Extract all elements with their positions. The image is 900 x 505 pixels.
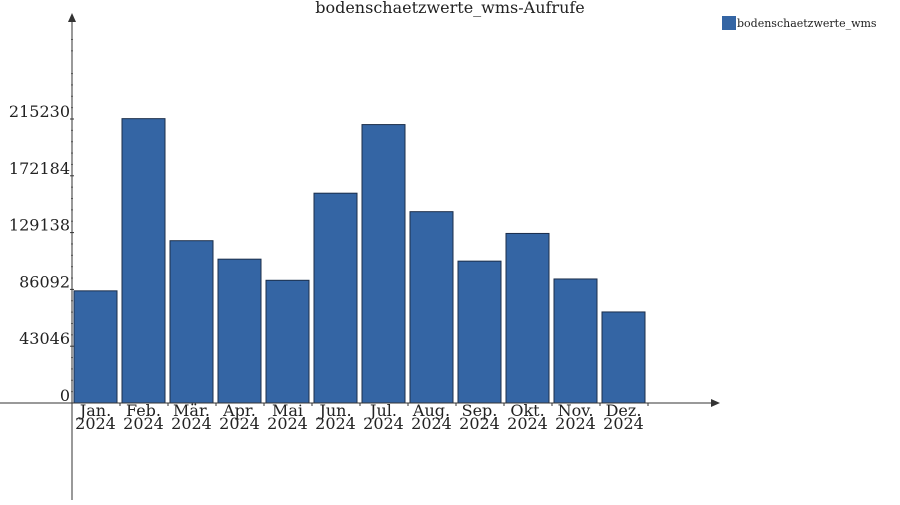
x-tick-label-month-7: Aug. bbox=[412, 401, 450, 420]
x-tick-label-month-11: Dez. bbox=[606, 401, 642, 420]
y-axis-arrow bbox=[68, 13, 76, 22]
x-tick-label-month-5: Jun. bbox=[317, 401, 351, 420]
x-tick-label-month-1: Feb. bbox=[126, 401, 161, 420]
x-tick-label-year-2: 2024 bbox=[171, 414, 212, 433]
y-tick-label-1: 43046 bbox=[19, 329, 70, 348]
x-tick-label-month-2: Mär. bbox=[173, 401, 210, 420]
y-tick-label-5: 215230 bbox=[9, 102, 70, 121]
x-tick-label-year-7: 2024 bbox=[411, 414, 452, 433]
bar-7 bbox=[409, 211, 454, 404]
bar-4 bbox=[265, 279, 310, 404]
x-tick-label-month-4: Mai bbox=[272, 401, 303, 420]
bar-5 bbox=[313, 192, 358, 404]
x-tick-label-month-3: Apr. bbox=[222, 401, 256, 420]
x-axis-ticks: Jan.2024Feb.2024Mär.2024Apr.2024Mai2024J… bbox=[71, 401, 649, 433]
x-tick-label-year-1: 2024 bbox=[123, 414, 164, 433]
x-axis-arrow bbox=[711, 399, 720, 407]
bar-8 bbox=[457, 260, 502, 404]
x-tick-label-year-11: 2024 bbox=[603, 414, 644, 433]
legend: bodenschaetzwerte_wms bbox=[722, 16, 877, 30]
x-tick-label-month-0: Jan. bbox=[78, 401, 111, 420]
bar-9 bbox=[505, 232, 550, 404]
bar-6 bbox=[361, 124, 406, 404]
x-tick-label-month-8: Sep. bbox=[462, 401, 498, 420]
x-tick-label-month-6: Jul. bbox=[368, 401, 397, 420]
bar-10 bbox=[553, 278, 598, 404]
y-tick-label-2: 86092 bbox=[19, 272, 70, 291]
bar-0 bbox=[73, 290, 118, 404]
x-tick-label-year-5: 2024 bbox=[315, 414, 356, 433]
legend-swatch bbox=[722, 16, 736, 30]
y-tick-label-3: 129138 bbox=[9, 216, 70, 235]
bars-group bbox=[73, 118, 646, 404]
bar-11 bbox=[601, 311, 646, 404]
x-tick-label-year-8: 2024 bbox=[459, 414, 500, 433]
x-tick-label-month-9: Okt. bbox=[510, 401, 544, 420]
x-tick-label-month-10: Nov. bbox=[558, 401, 594, 420]
y-axis-ticks: 0 43046 86092 129138 172184 215230 bbox=[9, 38, 74, 405]
legend-label: bodenschaetzwerte_wms bbox=[737, 17, 877, 30]
bar-2 bbox=[169, 240, 214, 404]
x-tick-label-year-10: 2024 bbox=[555, 414, 596, 433]
y-tick-label-4: 172184 bbox=[9, 159, 70, 178]
axes-group bbox=[0, 13, 720, 500]
y-tick-label-0: 0 bbox=[60, 386, 70, 405]
x-tick-label-year-4: 2024 bbox=[267, 414, 308, 433]
x-tick-label-year-0: 2024 bbox=[75, 414, 116, 433]
bar-1 bbox=[121, 118, 166, 404]
x-tick-label-year-6: 2024 bbox=[363, 414, 404, 433]
bar-3 bbox=[217, 258, 262, 404]
x-tick-label-year-3: 2024 bbox=[219, 414, 260, 433]
x-tick-label-year-9: 2024 bbox=[507, 414, 548, 433]
chart-title: bodenschaetzwerte_wms-Aufrufe bbox=[315, 0, 585, 17]
